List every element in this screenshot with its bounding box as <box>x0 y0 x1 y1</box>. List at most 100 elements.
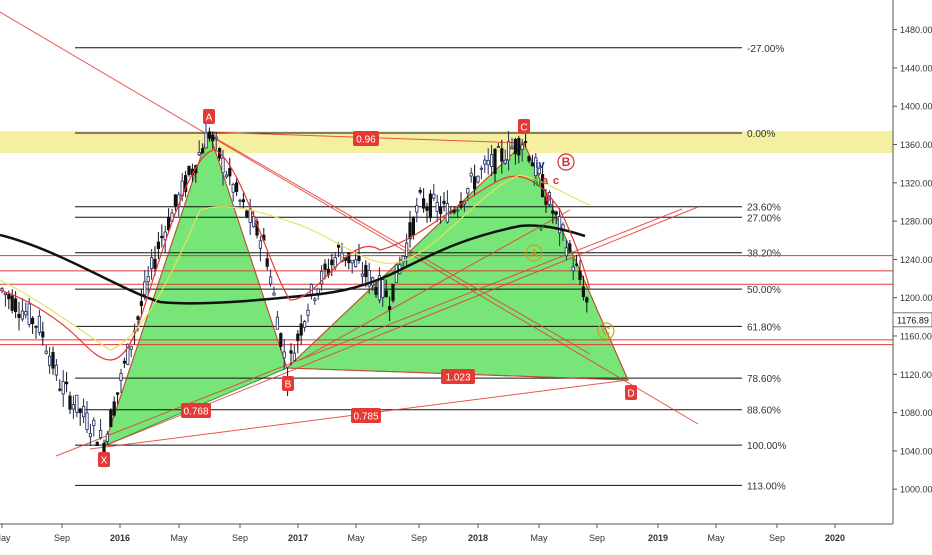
candle-body <box>112 401 116 416</box>
candle-body <box>384 290 388 298</box>
candle-body <box>61 381 65 395</box>
candle-body <box>265 258 269 267</box>
ratio-marker <box>351 408 381 423</box>
candle-body <box>486 160 490 166</box>
y-tick-label: 1160.00 <box>900 332 932 342</box>
wave-label: iv <box>535 159 545 171</box>
ma-short <box>0 149 591 361</box>
candle-body <box>421 198 426 209</box>
candle-body <box>279 333 283 347</box>
candle-body <box>472 176 477 190</box>
ratio-marker <box>181 403 211 418</box>
candle-body <box>530 162 535 167</box>
ratio-marker <box>353 131 379 146</box>
candle-body <box>527 156 531 162</box>
wave-label: c <box>553 175 559 187</box>
y-tick-label: 1400.00 <box>900 102 932 112</box>
candle-body <box>455 209 460 212</box>
candle-body <box>282 351 286 359</box>
ratio-label: 0.785 <box>353 412 378 423</box>
candle-body <box>554 211 558 215</box>
candle-body <box>82 406 86 418</box>
current-price-tag <box>892 312 932 328</box>
candle-body <box>183 175 188 193</box>
candle-body <box>116 392 120 395</box>
candle-body <box>214 136 218 140</box>
ratio-marker <box>441 369 475 384</box>
candle-body <box>13 298 18 312</box>
candle-body <box>411 217 416 236</box>
candle-body <box>575 263 579 266</box>
wave-label: iii <box>533 178 542 189</box>
candle-body <box>241 199 245 203</box>
candle-body <box>313 298 317 301</box>
trend-line <box>209 134 591 355</box>
candle-body <box>350 259 354 264</box>
x-tick-label: Sep <box>232 533 248 543</box>
candle-body <box>442 200 446 204</box>
candle-body <box>149 257 154 270</box>
candle-body <box>319 270 324 285</box>
candle-body <box>221 157 225 174</box>
candle-body <box>211 134 215 142</box>
x-tick-label: May <box>0 533 11 543</box>
x-tick-label: May <box>347 533 365 543</box>
ma-yellow <box>0 174 591 351</box>
pattern-point-marker <box>518 119 530 134</box>
x-tick-label: 2017 <box>288 533 308 543</box>
candle-body <box>146 276 150 283</box>
y-tick-label: 1200.00 <box>900 293 932 303</box>
candle-body <box>105 433 109 442</box>
fib-label: 38.20% <box>747 249 781 260</box>
candle-body <box>17 313 21 318</box>
pattern-point-marker <box>282 376 294 391</box>
candle-body <box>20 310 25 320</box>
pattern-point-label: D <box>627 389 634 400</box>
candle-body <box>357 256 361 261</box>
candle-body <box>568 243 572 252</box>
candle-body <box>122 360 126 364</box>
candle-body <box>551 210 555 214</box>
candle-body <box>547 192 552 206</box>
candle-body <box>415 205 419 213</box>
candle-body <box>503 159 507 164</box>
wave-circle <box>525 244 543 262</box>
candle-body <box>126 343 130 365</box>
candle-body <box>432 193 436 199</box>
wave-circle <box>597 322 615 340</box>
candle-body <box>296 333 300 341</box>
candle-body <box>524 141 528 143</box>
candle-body <box>119 373 123 381</box>
candle-body <box>207 131 211 139</box>
candle-body <box>85 412 89 431</box>
candle-body <box>367 270 371 287</box>
candle-body <box>231 184 235 193</box>
fib-label: 61.80% <box>747 322 781 333</box>
candle-body <box>394 264 399 283</box>
candle-body <box>381 279 385 298</box>
candle-body <box>438 206 443 215</box>
candle-body <box>234 182 239 192</box>
candle-body <box>336 244 341 248</box>
candle-body <box>272 292 276 296</box>
wave-label: a <box>542 175 549 187</box>
trend-line <box>103 131 210 447</box>
candle-body <box>160 235 164 239</box>
candle-body <box>187 166 191 175</box>
candle-body <box>513 139 518 155</box>
candle-body <box>10 295 14 311</box>
candle-body <box>364 264 368 278</box>
fib-label: 78.60% <box>747 374 781 385</box>
wave-label: b <box>545 193 551 204</box>
x-tick-label: Sep <box>54 533 70 543</box>
pattern-point-label: B <box>285 380 292 391</box>
candle-body <box>452 209 456 213</box>
wave-circle <box>557 153 575 171</box>
candle-body <box>129 345 133 350</box>
y-tick-label: 1240.00 <box>900 255 932 265</box>
candle-body <box>166 216 171 231</box>
trend-line <box>0 11 699 425</box>
fib-label: -27.00% <box>747 44 784 55</box>
fib-label: 100.00% <box>747 441 787 452</box>
